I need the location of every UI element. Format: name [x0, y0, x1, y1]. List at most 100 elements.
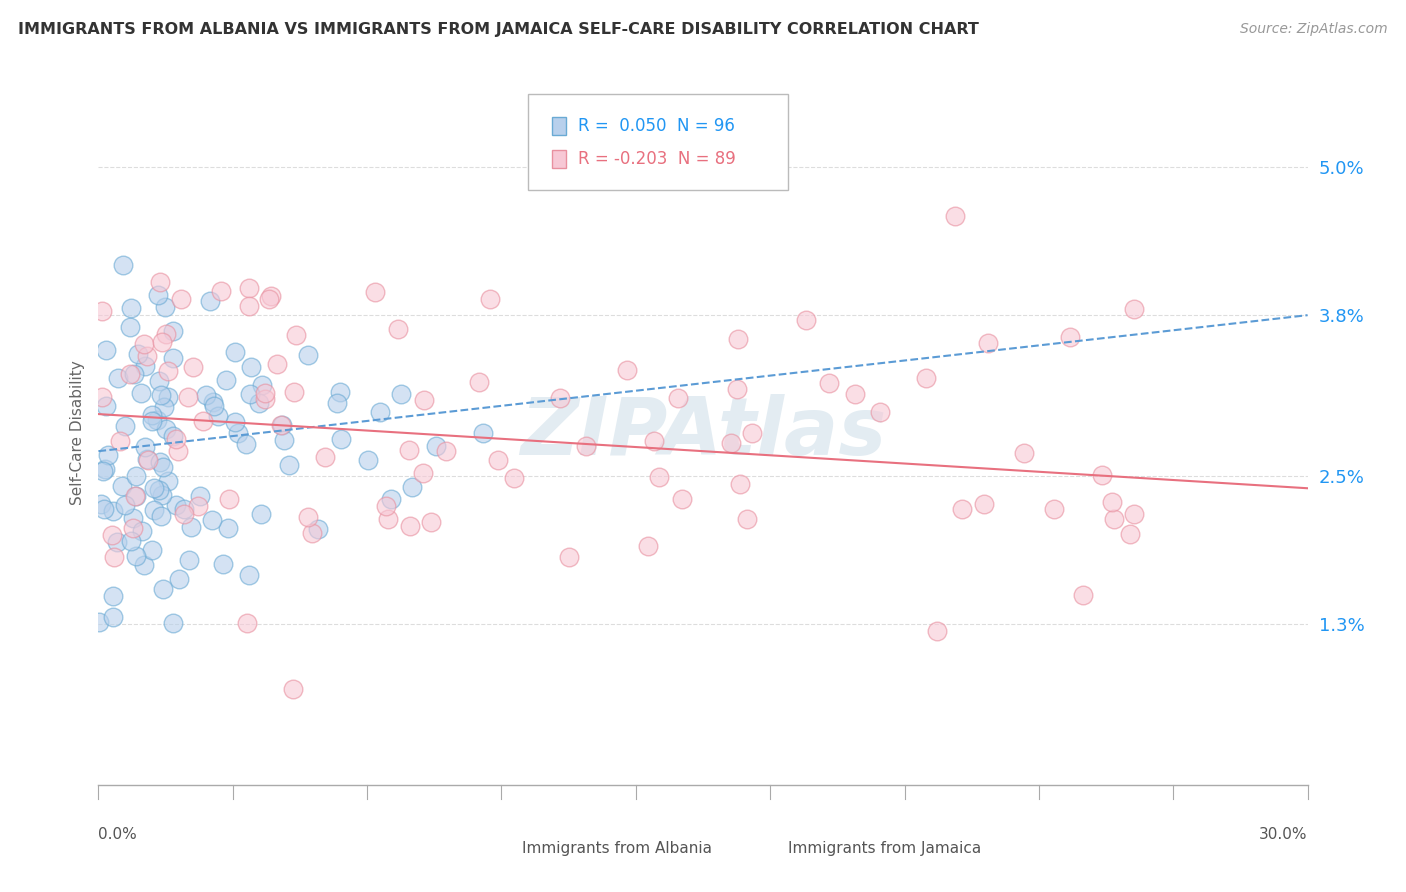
Point [725, 382, 748, 396]
Point [488, 452, 510, 467]
Point [973, 497, 995, 511]
Point [387, 322, 409, 336]
Point [1091, 467, 1114, 482]
Point [143, 481, 166, 495]
Point [201, 513, 224, 527]
Text: 0.0%: 0.0% [98, 827, 138, 842]
Point [235, 436, 257, 450]
Y-axis label: Self-Care Disability: Self-Care Disability [69, 360, 84, 505]
Point [277, 458, 299, 472]
Point [149, 509, 172, 524]
Point [155, 327, 177, 342]
Text: ZIPAtlas: ZIPAtlas [520, 393, 886, 472]
Point [181, 359, 204, 374]
Point [301, 526, 323, 541]
Point [380, 491, 402, 506]
Point [252, 377, 274, 392]
Point [357, 453, 380, 467]
Text: Source: ZipAtlas.com: Source: ZipAtlas.com [1240, 22, 1388, 37]
Point [162, 616, 184, 631]
Point [412, 466, 434, 480]
Point [412, 393, 434, 408]
Point [217, 520, 239, 534]
Point [215, 373, 238, 387]
Point [666, 391, 689, 405]
Point [1123, 301, 1146, 316]
Point [121, 510, 143, 524]
Point [266, 357, 288, 371]
Point [238, 281, 260, 295]
Point [471, 426, 494, 441]
Point [101, 528, 124, 542]
Point [329, 384, 352, 399]
Point [114, 419, 136, 434]
Point [148, 483, 170, 497]
Point [110, 434, 132, 448]
Point [96, 399, 118, 413]
Point [157, 390, 180, 404]
Point [326, 396, 349, 410]
Point [152, 582, 174, 596]
Point [915, 371, 938, 385]
Point [125, 489, 148, 503]
Point [173, 502, 195, 516]
Point [727, 332, 749, 346]
Text: R =  0.050  N = 96: R = 0.050 N = 96 [578, 117, 735, 135]
Point [167, 572, 190, 586]
Point [101, 504, 124, 518]
Point [120, 533, 142, 548]
Point [90, 390, 112, 404]
Point [238, 299, 260, 313]
Point [134, 440, 156, 454]
Point [198, 294, 221, 309]
Point [188, 489, 211, 503]
Point [124, 468, 146, 483]
FancyBboxPatch shape [479, 839, 516, 859]
Point [91, 464, 114, 478]
Point [127, 347, 149, 361]
Point [129, 385, 152, 400]
Point [162, 324, 184, 338]
Point [297, 510, 319, 524]
Point [149, 275, 172, 289]
Point [94, 462, 117, 476]
Point [574, 439, 596, 453]
Point [844, 387, 866, 401]
Point [389, 387, 412, 401]
Point [105, 534, 128, 549]
Point [165, 498, 187, 512]
Point [101, 610, 124, 624]
Point [370, 405, 392, 419]
Point [976, 335, 998, 350]
Point [152, 459, 174, 474]
Point [103, 550, 125, 565]
Point [141, 414, 163, 428]
FancyBboxPatch shape [551, 117, 567, 135]
Point [1101, 495, 1123, 509]
Point [187, 499, 209, 513]
Point [207, 409, 229, 424]
Point [91, 303, 114, 318]
Point [212, 557, 235, 571]
Point [1012, 446, 1035, 460]
Point [270, 418, 292, 433]
Point [297, 348, 319, 362]
Point [364, 285, 387, 299]
Point [134, 359, 156, 374]
Point [1119, 527, 1142, 541]
Point [148, 374, 170, 388]
Point [148, 288, 170, 302]
Point [107, 370, 129, 384]
Point [478, 292, 501, 306]
Point [150, 488, 173, 502]
Point [741, 425, 763, 440]
Point [375, 499, 398, 513]
Point [141, 543, 163, 558]
Point [124, 549, 146, 563]
Point [307, 522, 329, 536]
Point [254, 392, 277, 406]
Point [118, 367, 141, 381]
Point [224, 345, 246, 359]
Point [283, 384, 305, 399]
Point [195, 388, 218, 402]
